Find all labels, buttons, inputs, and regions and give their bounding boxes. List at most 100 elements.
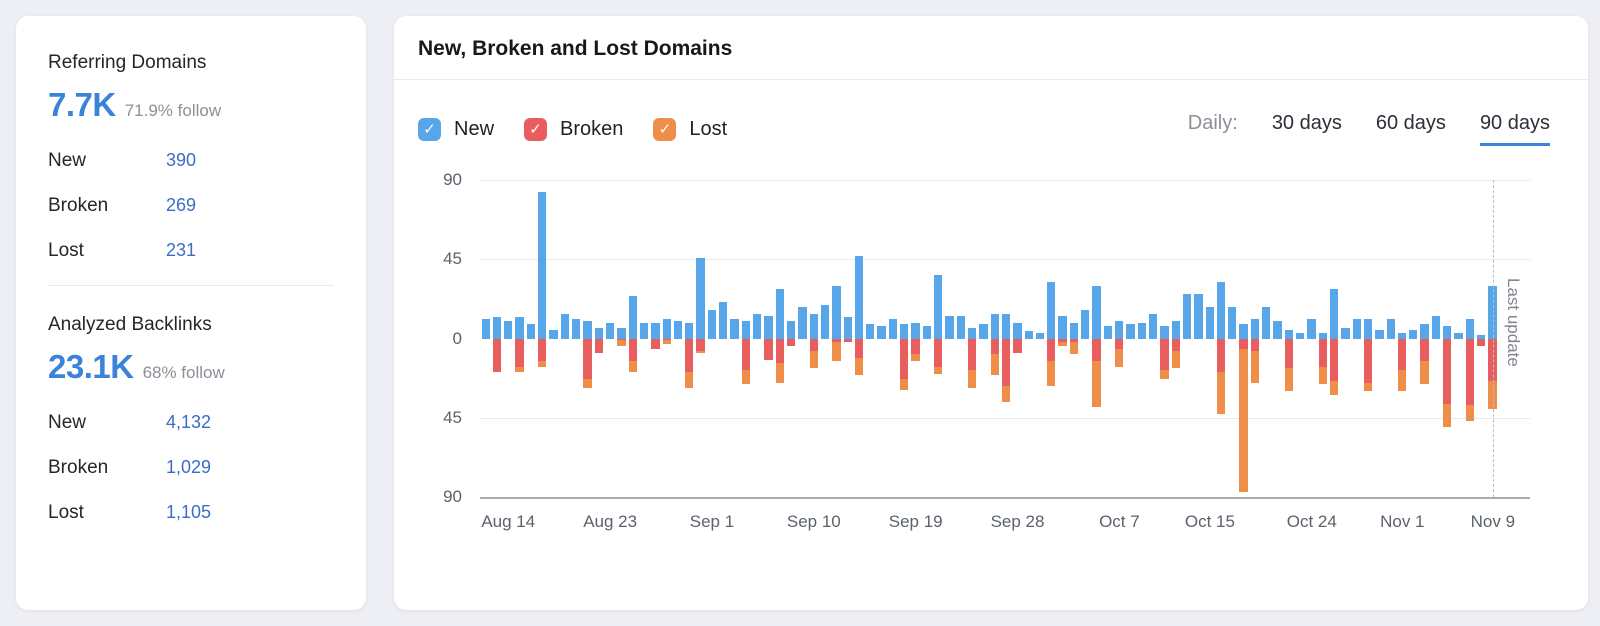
bar-day-43[interactable] [955, 180, 966, 497]
bar-day-90[interactable] [1487, 180, 1498, 497]
legend-item-new[interactable]: ✓ New [418, 117, 494, 141]
bar-day-10[interactable] [582, 180, 593, 497]
bar-day-37[interactable] [887, 180, 898, 497]
bar-day-84[interactable] [1419, 180, 1430, 497]
bar-day-54[interactable] [1080, 180, 1091, 497]
bar-day-42[interactable] [944, 180, 955, 497]
period-option-30-days[interactable]: 30 days [1271, 112, 1342, 134]
bar-day-85[interactable] [1430, 180, 1441, 497]
bar-day-86[interactable] [1442, 180, 1453, 497]
analyzed-backlinks-value-link[interactable]: 1,105 [166, 502, 212, 522]
bar-day-70[interactable] [1261, 180, 1272, 497]
period-option-90-days[interactable]: 90 days [1479, 112, 1550, 146]
bar-day-89[interactable] [1476, 180, 1487, 497]
bar-day-88[interactable] [1464, 180, 1475, 497]
bar-day-75[interactable] [1317, 180, 1328, 497]
bar-day-44[interactable] [966, 180, 977, 497]
bar-day-83[interactable] [1408, 180, 1419, 497]
bar-day-13[interactable] [616, 180, 627, 497]
bar-day-7[interactable] [548, 180, 559, 497]
bar-day-53[interactable] [1068, 180, 1079, 497]
bar-day-24[interactable] [740, 180, 751, 497]
bar-day-1[interactable] [480, 180, 491, 497]
bar-day-52[interactable] [1057, 180, 1068, 497]
bar-day-66[interactable] [1215, 180, 1226, 497]
bar-day-15[interactable] [638, 180, 649, 497]
bar-day-14[interactable] [627, 180, 638, 497]
bar-day-56[interactable] [1102, 180, 1113, 497]
bar-day-47[interactable] [1000, 180, 1011, 497]
bar-day-5[interactable] [525, 180, 536, 497]
bar-day-33[interactable] [842, 180, 853, 497]
bar-day-31[interactable] [819, 180, 830, 497]
analyzed-backlinks-value-link[interactable]: 4,132 [166, 412, 212, 432]
bar-day-27[interactable] [774, 180, 785, 497]
bar-day-50[interactable] [1034, 180, 1045, 497]
referring-domains-value-link[interactable]: 390 [166, 150, 197, 170]
analyzed-backlinks-value-link[interactable]: 1,029 [166, 457, 212, 477]
bar-day-72[interactable] [1283, 180, 1294, 497]
bar-day-61[interactable] [1159, 180, 1170, 497]
bar-day-30[interactable] [808, 180, 819, 497]
bar-day-65[interactable] [1204, 180, 1215, 497]
bar-day-2[interactable] [491, 180, 502, 497]
bar-day-63[interactable] [1181, 180, 1192, 497]
bar-day-38[interactable] [899, 180, 910, 497]
bar-day-71[interactable] [1272, 180, 1283, 497]
bar-day-59[interactable] [1136, 180, 1147, 497]
bar-day-19[interactable] [684, 180, 695, 497]
bar-day-18[interactable] [672, 180, 683, 497]
bar-day-28[interactable] [785, 180, 796, 497]
bar-day-20[interactable] [695, 180, 706, 497]
bar-day-12[interactable] [604, 180, 615, 497]
bar-day-26[interactable] [763, 180, 774, 497]
bar-day-22[interactable] [718, 180, 729, 497]
bar-day-6[interactable] [537, 180, 548, 497]
bar-day-29[interactable] [797, 180, 808, 497]
bar-day-8[interactable] [559, 180, 570, 497]
bar-day-80[interactable] [1374, 180, 1385, 497]
bar-day-82[interactable] [1396, 180, 1407, 497]
bar-day-36[interactable] [876, 180, 887, 497]
bar-day-62[interactable] [1170, 180, 1181, 497]
bar-day-41[interactable] [933, 180, 944, 497]
bar-day-76[interactable] [1328, 180, 1339, 497]
bar-day-55[interactable] [1091, 180, 1102, 497]
bar-day-32[interactable] [831, 180, 842, 497]
bar-day-45[interactable] [978, 180, 989, 497]
bar-day-77[interactable] [1340, 180, 1351, 497]
bar-day-60[interactable] [1147, 180, 1158, 497]
referring-domains-value-link[interactable]: 231 [166, 240, 197, 260]
bar-day-67[interactable] [1227, 180, 1238, 497]
bar-day-58[interactable] [1125, 180, 1136, 497]
bar-day-68[interactable] [1238, 180, 1249, 497]
bar-day-25[interactable] [752, 180, 763, 497]
bar-day-3[interactable] [503, 180, 514, 497]
bar-day-21[interactable] [706, 180, 717, 497]
bar-day-57[interactable] [1114, 180, 1125, 497]
legend-item-broken[interactable]: ✓ Broken [524, 117, 623, 141]
bar-day-23[interactable] [729, 180, 740, 497]
bar-day-46[interactable] [989, 180, 1000, 497]
referring-domains-value-link[interactable]: 269 [166, 195, 197, 215]
bar-day-11[interactable] [593, 180, 604, 497]
bar-day-51[interactable] [1046, 180, 1057, 497]
period-option-60-days[interactable]: 60 days [1375, 112, 1446, 134]
bar-day-87[interactable] [1453, 180, 1464, 497]
bar-day-16[interactable] [650, 180, 661, 497]
bar-day-73[interactable] [1295, 180, 1306, 497]
bar-day-9[interactable] [571, 180, 582, 497]
bar-day-81[interactable] [1385, 180, 1396, 497]
bar-day-79[interactable] [1362, 180, 1373, 497]
bar-day-69[interactable] [1249, 180, 1260, 497]
bar-day-4[interactable] [514, 180, 525, 497]
bar-day-40[interactable] [921, 180, 932, 497]
bar-day-39[interactable] [910, 180, 921, 497]
bar-day-17[interactable] [661, 180, 672, 497]
bar-day-78[interactable] [1351, 180, 1362, 497]
bar-day-49[interactable] [1023, 180, 1034, 497]
bar-day-64[interactable] [1193, 180, 1204, 497]
legend-item-lost[interactable]: ✓ Lost [653, 117, 727, 141]
bar-day-34[interactable] [853, 180, 864, 497]
bar-day-35[interactable] [865, 180, 876, 497]
